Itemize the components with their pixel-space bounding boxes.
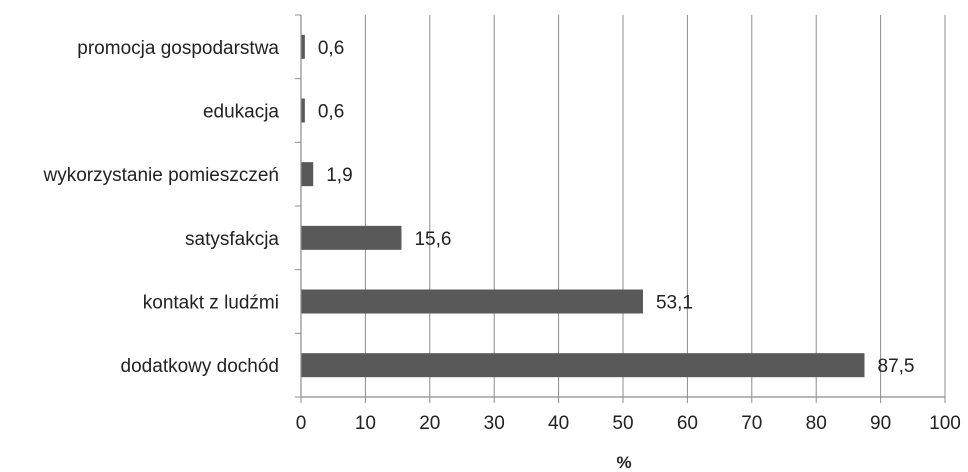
data-label: 1,9 — [326, 165, 352, 186]
x-axis-title: % — [616, 453, 631, 472]
category-label: promocja gospodarstwa — [77, 38, 279, 59]
x-tick-label: 100 — [929, 413, 961, 434]
labels: 0 10 20 30 40 50 60 70 80 90 100 promocja gospodars… — [43, 38, 961, 434]
bar — [301, 162, 314, 187]
gridlines — [364, 15, 946, 397]
category-label: satysfakcja — [185, 229, 279, 250]
bar — [301, 289, 643, 314]
category-label: edukacja — [203, 102, 279, 123]
bar — [301, 353, 865, 378]
bar — [301, 34, 305, 59]
category-label: wykorzystanie pomieszczeń — [43, 165, 279, 186]
category-label: kontakt z ludźmi — [143, 293, 279, 314]
x-tick-label: 90 — [870, 413, 891, 434]
x-tick-label: 30 — [484, 413, 505, 434]
axes — [295, 14, 946, 403]
data-label: 0,6 — [318, 38, 344, 59]
bar — [301, 225, 402, 250]
data-label: 15,6 — [414, 229, 451, 250]
x-tick-label: 60 — [677, 413, 698, 434]
x-tick-label: 70 — [741, 413, 762, 434]
x-tick-label: 20 — [419, 413, 440, 434]
category-label: dodatkowy dochód — [121, 356, 279, 377]
x-tick-label: 40 — [548, 413, 569, 434]
data-label: 0,6 — [318, 102, 344, 123]
bar — [301, 98, 305, 123]
x-tick-label: 10 — [355, 413, 376, 434]
x-tick-label: 0 — [296, 413, 307, 434]
data-label: 53,1 — [656, 293, 693, 314]
x-tick-label: 80 — [806, 413, 827, 434]
x-tick-label: 50 — [612, 413, 633, 434]
bars — [301, 34, 865, 378]
data-label: 87,5 — [878, 356, 915, 377]
